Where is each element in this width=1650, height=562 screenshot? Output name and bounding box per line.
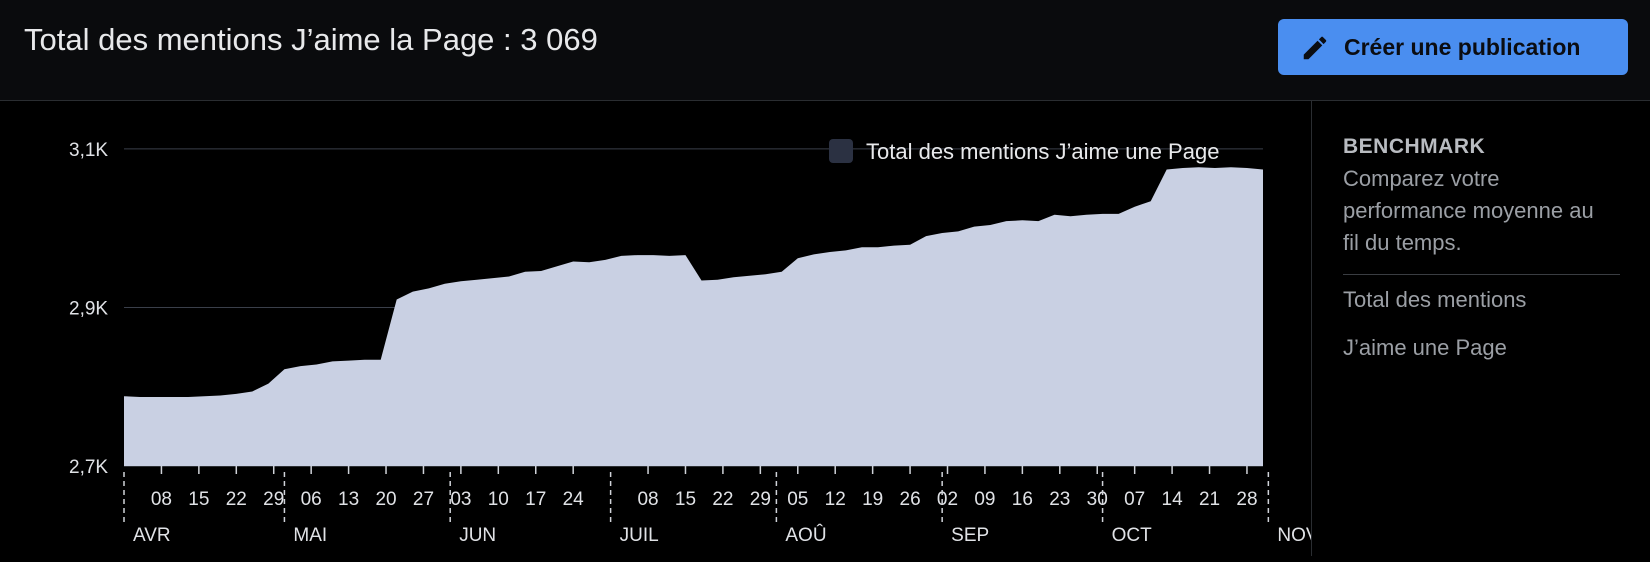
benchmark-heading: BENCHMARK [1343, 135, 1486, 158]
x-tick-label: 09 [974, 489, 995, 510]
x-tick-label: 22 [712, 489, 733, 510]
y-tick-label: 3,1K [69, 140, 108, 161]
month-label: OCT [1112, 525, 1153, 546]
month-label: MAI [293, 525, 327, 546]
x-axis: 08 15 22 29 06 13 20 27 03 10 17 24 08 15 22 29 05 12 19 26… [123, 466, 1311, 546]
month-label: JUIL [620, 525, 659, 546]
y-axis: 2,7K 2,9K 3,1K [69, 140, 108, 478]
x-tick-label: 21 [1199, 489, 1220, 510]
x-tick-label: 19 [862, 489, 883, 510]
benchmark-divider [1343, 274, 1620, 275]
create-post-button[interactable]: Créer une publication [1278, 19, 1628, 75]
x-tick-label: 29 [263, 489, 284, 510]
page-title: Total des mentions J’aime la Page : 3 06… [24, 22, 598, 57]
x-tick-label: 16 [1012, 489, 1033, 510]
benchmark-metric-line1[interactable]: Total des mentions [1343, 287, 1527, 312]
x-tick-label: 03 [450, 489, 471, 510]
benchmark-description: Comparez votre performance moyenne au fi… [1343, 166, 1594, 255]
x-tick-label: 14 [1162, 489, 1184, 510]
create-post-label: Créer une publication [1344, 34, 1581, 60]
x-tick-label: 10 [488, 489, 509, 510]
month-label: NOV [1277, 525, 1311, 546]
x-tick-label: 26 [900, 489, 921, 510]
month-label: SEP [951, 525, 989, 546]
likes-area-chart: 2,7K 2,9K 3,1K 08 15 22 29 06 13 20 27 03 10 17 24 08 1… [69, 139, 1311, 546]
benchmark-metric-line2[interactable]: J’aime une Page [1343, 335, 1507, 360]
month-label: JUN [459, 525, 496, 546]
card-header: Total des mentions J’aime la Page : 3 06… [0, 0, 1650, 101]
x-tick-label: 15 [675, 489, 696, 510]
x-tick-label: 23 [1049, 489, 1070, 510]
x-tick-label: 24 [563, 489, 585, 510]
x-tick-label: 05 [787, 489, 808, 510]
x-tick-label: 29 [750, 489, 771, 510]
x-tick-label: 28 [1236, 489, 1257, 510]
x-tick-label: 30 [1087, 489, 1108, 510]
x-tick-label: 17 [525, 489, 546, 510]
legend-swatch [829, 139, 853, 163]
chart-legend[interactable]: Total des mentions J’aime une Page [829, 139, 1219, 164]
benchmark-panel: BENCHMARK Comparez votre performance moy… [1311, 101, 1650, 556]
x-tick-label: 20 [375, 489, 396, 510]
x-tick-label: 22 [226, 489, 247, 510]
month-label: AVR [133, 525, 171, 546]
y-tick-label: 2,9K [69, 298, 108, 319]
legend-label: Total des mentions J’aime une Page [866, 139, 1219, 164]
x-tick-label: 07 [1124, 489, 1145, 510]
x-tick-label: 13 [338, 489, 359, 510]
x-tick-label: 15 [188, 489, 209, 510]
x-tick-label: 27 [413, 489, 434, 510]
x-tick-label: 08 [637, 489, 658, 510]
x-tick-label: 12 [825, 489, 846, 510]
x-tick-label: 08 [151, 489, 172, 510]
month-label: AOÛ [785, 524, 826, 546]
x-tick-label: 02 [937, 489, 958, 510]
x-tick-label: 06 [301, 489, 322, 510]
y-tick-label: 2,7K [69, 457, 108, 478]
likes-area [124, 167, 1263, 466]
pencil-icon [1303, 36, 1327, 60]
